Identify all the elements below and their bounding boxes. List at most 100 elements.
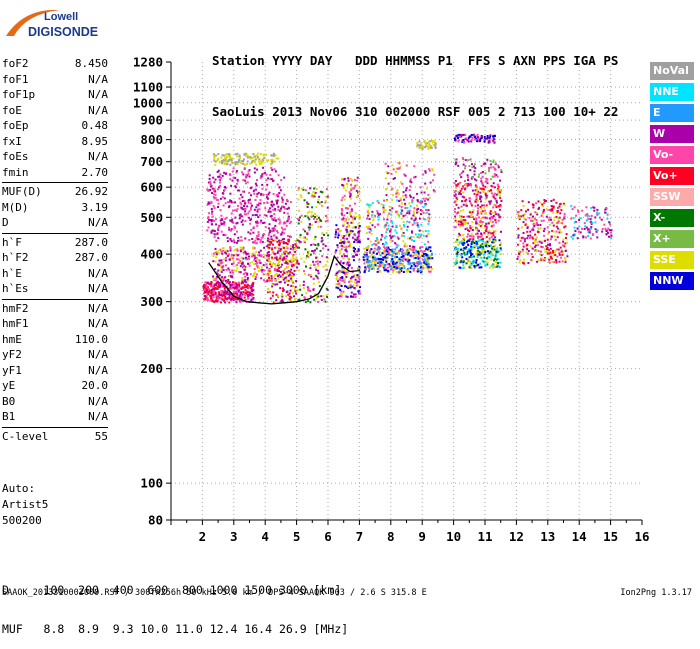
echo-point (385, 188, 387, 191)
echo-point (238, 285, 241, 287)
echo-point (471, 211, 474, 214)
echo-point (385, 235, 387, 238)
echo-point (364, 251, 366, 254)
echo-point (322, 191, 325, 194)
echo-point (206, 290, 209, 293)
echo-point (484, 198, 487, 201)
echo-point (313, 298, 316, 301)
echo-point (343, 235, 346, 237)
echo-point (589, 227, 592, 230)
echo-point (484, 251, 487, 253)
echo-point (291, 255, 294, 258)
echo-point (379, 259, 382, 262)
echo-point (310, 195, 313, 198)
echo-point (531, 203, 534, 206)
echo-point (520, 215, 523, 218)
echo-point (347, 240, 350, 243)
echo-point (338, 270, 341, 273)
echo-point (266, 196, 269, 199)
echo-point (284, 259, 287, 262)
echo-point (220, 218, 223, 221)
echo-point (206, 286, 209, 289)
echo-point (263, 202, 266, 205)
echo-point (380, 264, 383, 267)
echo-point (302, 287, 305, 289)
echo-point (539, 224, 542, 226)
echo-point (453, 263, 456, 266)
echo-point (351, 221, 354, 224)
echo-point (420, 145, 423, 148)
echo-point (491, 232, 494, 235)
echo-point (542, 219, 545, 222)
echo-point (476, 249, 479, 252)
echo-point (270, 214, 273, 217)
echo-point (273, 228, 276, 231)
echo-point (203, 292, 205, 295)
echo-point (498, 265, 501, 268)
echo-point (345, 183, 348, 185)
logo-line2: DIGISONDE (28, 25, 98, 39)
echo-point (458, 214, 461, 217)
echo-point (223, 299, 226, 302)
echo-point (393, 235, 396, 237)
echo-point (202, 285, 205, 287)
echo-point (419, 199, 422, 202)
echo-point (204, 296, 207, 299)
echo-point (349, 279, 352, 282)
echo-point (222, 284, 225, 287)
echo-point (253, 247, 256, 250)
echo-point (462, 186, 464, 189)
echo-point (423, 261, 426, 264)
echo-point (540, 219, 543, 222)
echo-point (463, 247, 466, 250)
echo-point (307, 287, 310, 290)
echo-point (545, 208, 548, 211)
echo-point (526, 237, 529, 240)
echo-point (249, 157, 252, 160)
echo-point (470, 247, 473, 250)
echo-point (425, 198, 428, 200)
echo-point (255, 242, 258, 245)
echo-point (472, 262, 475, 265)
echo-point (357, 240, 360, 243)
echo-point (238, 214, 241, 217)
echo-point (587, 231, 590, 233)
echo-point (485, 227, 488, 230)
echo-point (354, 184, 357, 187)
echo-point (220, 161, 223, 164)
echo-point (454, 262, 457, 265)
echo-point (348, 204, 351, 207)
echo-point (540, 241, 543, 244)
echo-point (219, 184, 222, 187)
echo-point (266, 280, 269, 283)
param-value: N/A (88, 363, 108, 377)
echo-point (263, 269, 266, 272)
echo-point (487, 221, 490, 224)
echo-point (253, 159, 256, 162)
echo-point (395, 224, 398, 227)
echo-point (276, 230, 278, 232)
echo-point (268, 246, 271, 249)
echo-point (244, 288, 247, 291)
param-value: 287.0 (74, 251, 108, 264)
echo-point (317, 242, 320, 245)
echo-point (270, 277, 273, 280)
echo-point (471, 221, 474, 224)
echo-point (466, 240, 468, 243)
echo-point (247, 201, 250, 204)
x-tick-label: 7 (356, 529, 364, 544)
echo-point (381, 252, 384, 255)
echo-point (266, 259, 269, 262)
echo-point (454, 138, 457, 141)
echo-point (207, 216, 210, 219)
echo-point (321, 191, 324, 194)
echo-point (284, 295, 287, 298)
echo-point (303, 270, 305, 273)
echo-point (534, 238, 537, 241)
echo-point (307, 300, 310, 303)
echo-point (286, 260, 288, 263)
echo-point (488, 141, 491, 144)
echo-point (395, 246, 398, 249)
echo-point (210, 282, 212, 285)
echo-point (424, 263, 426, 266)
